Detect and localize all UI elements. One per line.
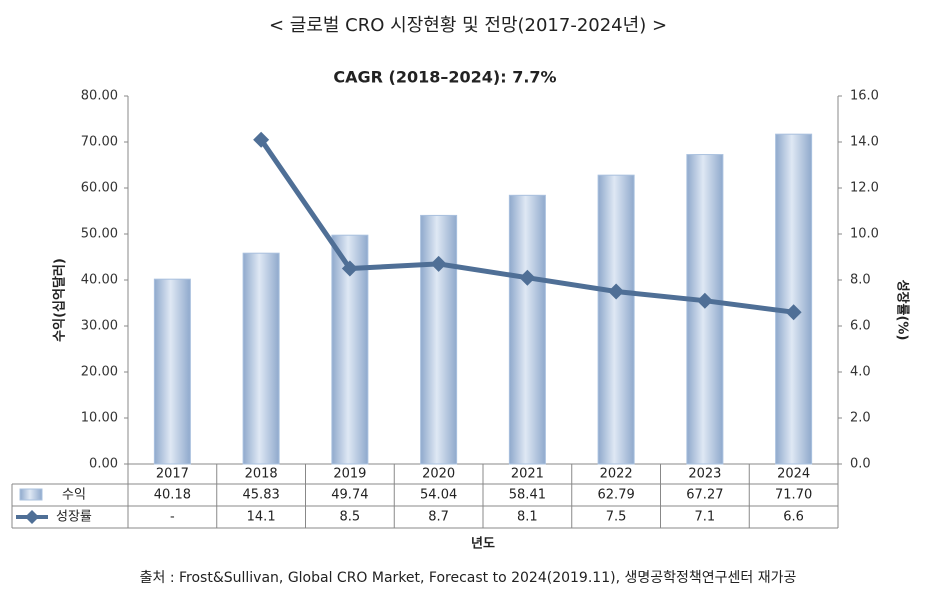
x-tick-label: 2018 xyxy=(245,467,278,482)
y-tick-label: 20.00 xyxy=(81,365,118,380)
x-tick-label: 2019 xyxy=(333,467,366,482)
legend-swatch xyxy=(19,488,43,501)
bar xyxy=(153,278,191,465)
y2-tick-label: 0.0 xyxy=(850,457,871,472)
x-axis-label: 년도 xyxy=(471,537,495,552)
y2-tick-label: 4.0 xyxy=(850,365,871,380)
x-tick-label: 2020 xyxy=(422,467,455,482)
marker xyxy=(785,304,802,321)
data-label: 45.83 xyxy=(243,488,280,503)
chart-title: CAGR (2018–2024): 7.7% xyxy=(333,68,556,87)
page-title: < 글로벌 CRO 시장현황 및 전망(2017-2024년) > xyxy=(269,15,667,36)
data-label: 62.79 xyxy=(598,488,635,503)
y-tick-label: 30.00 xyxy=(81,319,118,334)
data-label: 40.18 xyxy=(154,488,191,503)
x-tick-label: 2022 xyxy=(600,467,633,482)
bar xyxy=(420,214,458,465)
y-tick-label: 10.00 xyxy=(81,411,118,426)
x-tick-label: 2023 xyxy=(688,467,721,482)
data-label: 6.6 xyxy=(783,510,804,525)
data-label: 49.74 xyxy=(331,488,368,503)
y2-tick-label: 6.0 xyxy=(850,319,871,334)
legend-label: 성장률 xyxy=(56,510,92,525)
y-tick-label: 40.00 xyxy=(81,273,118,288)
bar xyxy=(597,174,635,465)
marker xyxy=(608,283,625,300)
data-label: 14.1 xyxy=(247,510,276,525)
marker xyxy=(519,269,536,286)
bar xyxy=(242,252,280,465)
data-label: 7.5 xyxy=(606,510,627,525)
bar xyxy=(686,154,724,465)
y-tick-label: 60.00 xyxy=(81,181,118,196)
y-tick-label: 80.00 xyxy=(81,89,118,104)
data-label: 8.1 xyxy=(517,510,538,525)
y-tick-label: 50.00 xyxy=(81,227,118,242)
y-tick-label: 70.00 xyxy=(81,135,118,150)
bar xyxy=(508,194,546,465)
data-label: 67.27 xyxy=(686,488,723,503)
data-label: 58.41 xyxy=(509,488,546,503)
y-tick-label: 0.00 xyxy=(89,457,118,472)
source-note: 출처 : Frost&Sullivan, Global CRO Market, … xyxy=(140,570,797,586)
y2-tick-label: 10.0 xyxy=(850,227,879,242)
legend-label: 수익 xyxy=(62,488,86,503)
bar xyxy=(775,133,813,465)
data-label: 71.70 xyxy=(775,488,812,503)
marker xyxy=(253,131,270,148)
y-axis-label: 수익(십억달러) xyxy=(52,258,68,342)
y2-tick-label: 16.0 xyxy=(850,89,879,104)
x-tick-label: 2021 xyxy=(511,467,544,482)
y2-tick-label: 12.0 xyxy=(850,181,879,196)
marker xyxy=(696,292,713,309)
marker xyxy=(341,260,358,277)
y2-tick-label: 2.0 xyxy=(850,411,871,426)
data-label: 7.1 xyxy=(695,510,716,525)
marker xyxy=(430,255,447,272)
x-tick-label: 2017 xyxy=(156,467,189,482)
data-label: 8.7 xyxy=(428,510,449,525)
x-tick-label: 2024 xyxy=(777,467,810,482)
data-label: - xyxy=(170,510,175,525)
data-label: 54.04 xyxy=(420,488,457,503)
y2-axis-label: 성장률(%) xyxy=(895,280,911,341)
legend-marker xyxy=(25,510,39,524)
y2-tick-label: 14.0 xyxy=(850,135,879,150)
y2-tick-label: 8.0 xyxy=(850,273,871,288)
data-label: 8.5 xyxy=(340,510,361,525)
